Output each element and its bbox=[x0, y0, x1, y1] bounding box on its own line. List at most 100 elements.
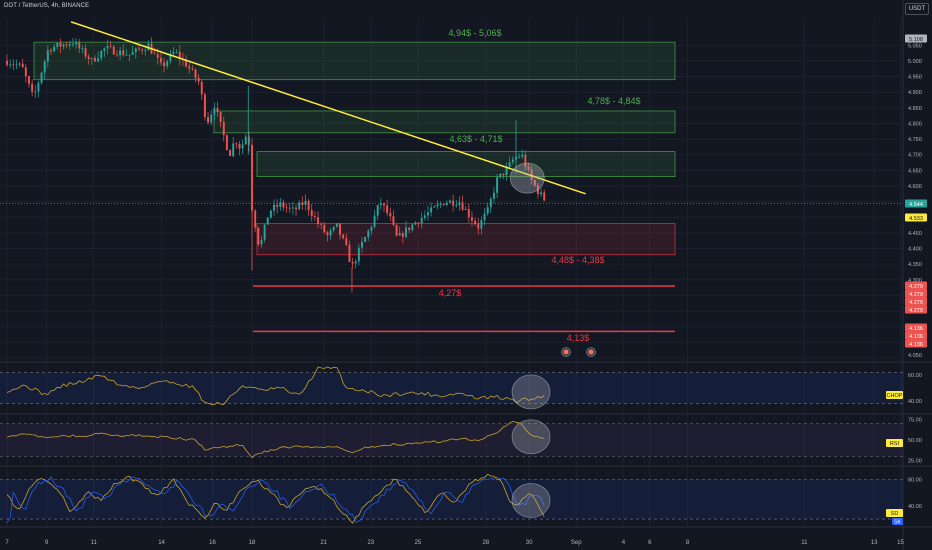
candle-body bbox=[216, 108, 219, 112]
candle-body bbox=[263, 224, 266, 240]
candle-body bbox=[9, 64, 12, 66]
price-zone bbox=[33, 41, 676, 81]
osc-legend-tag bbox=[886, 439, 903, 447]
candle-body bbox=[169, 53, 172, 62]
candle-body bbox=[219, 111, 222, 122]
candle-body bbox=[166, 61, 169, 67]
candle-body bbox=[257, 227, 260, 245]
price-badge-label: 4.136 bbox=[909, 326, 923, 332]
candle-body bbox=[119, 50, 122, 56]
candle-body bbox=[414, 222, 417, 225]
candle-body bbox=[339, 223, 341, 235]
candle-body bbox=[122, 50, 125, 56]
price-badge-label: 4.136 bbox=[909, 342, 923, 348]
candle-body bbox=[273, 204, 276, 211]
candle-body bbox=[46, 50, 49, 62]
price-badge bbox=[905, 323, 927, 332]
price-badge bbox=[905, 289, 927, 298]
osc-band bbox=[0, 372, 903, 404]
candle-body bbox=[379, 203, 382, 206]
y-tick-label: 4.700 bbox=[908, 153, 922, 159]
candle-body bbox=[90, 57, 93, 60]
candle-body bbox=[238, 144, 241, 149]
zone-label: 4,94$ - 5,06$ bbox=[448, 28, 501, 38]
candle-body bbox=[28, 76, 30, 84]
candle-body bbox=[144, 50, 147, 52]
candle-body bbox=[291, 207, 294, 209]
y-tick-label: 4.900 bbox=[908, 90, 922, 96]
x-tick-label: 13 bbox=[871, 540, 878, 546]
y-tick-label: 4.750 bbox=[908, 137, 922, 143]
candle-body bbox=[367, 230, 370, 238]
candle-body bbox=[405, 227, 407, 237]
candle-body bbox=[78, 42, 81, 49]
y-tick-label: 4.850 bbox=[908, 106, 922, 112]
zone-label: 4,48$ - 4,38$ bbox=[551, 255, 604, 265]
osc-legend-label: CHOP bbox=[887, 393, 903, 399]
candle-body bbox=[235, 143, 238, 145]
candle-body bbox=[464, 209, 467, 210]
price-badge-label: 4.544 bbox=[909, 202, 923, 208]
candle-body bbox=[348, 244, 351, 262]
candle-body bbox=[477, 224, 480, 229]
candle-body bbox=[499, 173, 502, 178]
candle-body bbox=[411, 224, 414, 231]
osc-legend-tag bbox=[892, 518, 903, 525]
y-tick-label: 4.450 bbox=[908, 231, 922, 237]
candle-body bbox=[285, 207, 288, 209]
osc-tick-label: 40.00 bbox=[908, 399, 922, 405]
price-zone bbox=[256, 223, 676, 256]
candle-body bbox=[34, 91, 37, 93]
candle-body bbox=[480, 220, 483, 229]
candle-body bbox=[109, 46, 112, 47]
price-zones: 4,94$ - 5,06$ 4,78$ - 4,84$ 4,63$ - 4,71$ 4… bbox=[33, 28, 676, 343]
axes: 79111416182123252830Sep4681113154.1004.1… bbox=[5, 34, 927, 546]
candle-body bbox=[153, 53, 156, 55]
osc-tick-label: 80.00 bbox=[908, 477, 922, 483]
candle-body bbox=[93, 57, 96, 62]
candle-body bbox=[295, 207, 298, 210]
candle-body bbox=[521, 154, 524, 157]
candle-body bbox=[203, 94, 206, 117]
candle-body bbox=[87, 56, 90, 60]
candle-body bbox=[364, 237, 367, 242]
x-tick-label: 25 bbox=[415, 540, 422, 546]
osc-highlight-circle bbox=[511, 419, 551, 455]
candle-body bbox=[37, 82, 40, 92]
currency-button[interactable]: USDT bbox=[905, 3, 929, 15]
candle-body bbox=[398, 233, 401, 236]
y-tick-label: 4.950 bbox=[908, 75, 922, 81]
candle-body bbox=[282, 202, 285, 208]
osc-legend-label: RSI bbox=[890, 441, 900, 447]
candle-body bbox=[276, 204, 279, 207]
candle-body bbox=[439, 203, 442, 205]
osc-legend-tag bbox=[886, 509, 903, 517]
candles bbox=[6, 37, 546, 293]
price-badge-label: 4.136 bbox=[909, 334, 923, 340]
y-tick-label: 4.400 bbox=[908, 246, 922, 252]
candle-body bbox=[103, 48, 106, 51]
candle-body bbox=[452, 200, 455, 206]
candle-body bbox=[188, 66, 191, 69]
price-badge-label: 4.279 bbox=[909, 300, 923, 306]
candle-body bbox=[298, 202, 301, 210]
x-tick-label: 23 bbox=[367, 540, 374, 546]
candle-body bbox=[420, 217, 423, 224]
candle-body bbox=[518, 156, 521, 158]
price-badge-label: 4.279 bbox=[909, 308, 923, 314]
osc-line-secondary bbox=[6, 475, 545, 524]
candle-body bbox=[533, 179, 536, 186]
osc-legend-label: SK bbox=[894, 520, 901, 526]
osc-highlight-circle bbox=[511, 374, 551, 410]
candle-body bbox=[489, 198, 492, 208]
candle-body bbox=[137, 48, 140, 50]
candle-body bbox=[43, 61, 46, 73]
candle-body bbox=[505, 166, 508, 176]
candle-body bbox=[210, 114, 213, 123]
candle-body bbox=[207, 116, 210, 123]
x-tick-label: 15 bbox=[897, 540, 904, 546]
price-badge bbox=[905, 305, 927, 314]
candle-body bbox=[156, 54, 159, 58]
candle-body bbox=[97, 58, 100, 62]
